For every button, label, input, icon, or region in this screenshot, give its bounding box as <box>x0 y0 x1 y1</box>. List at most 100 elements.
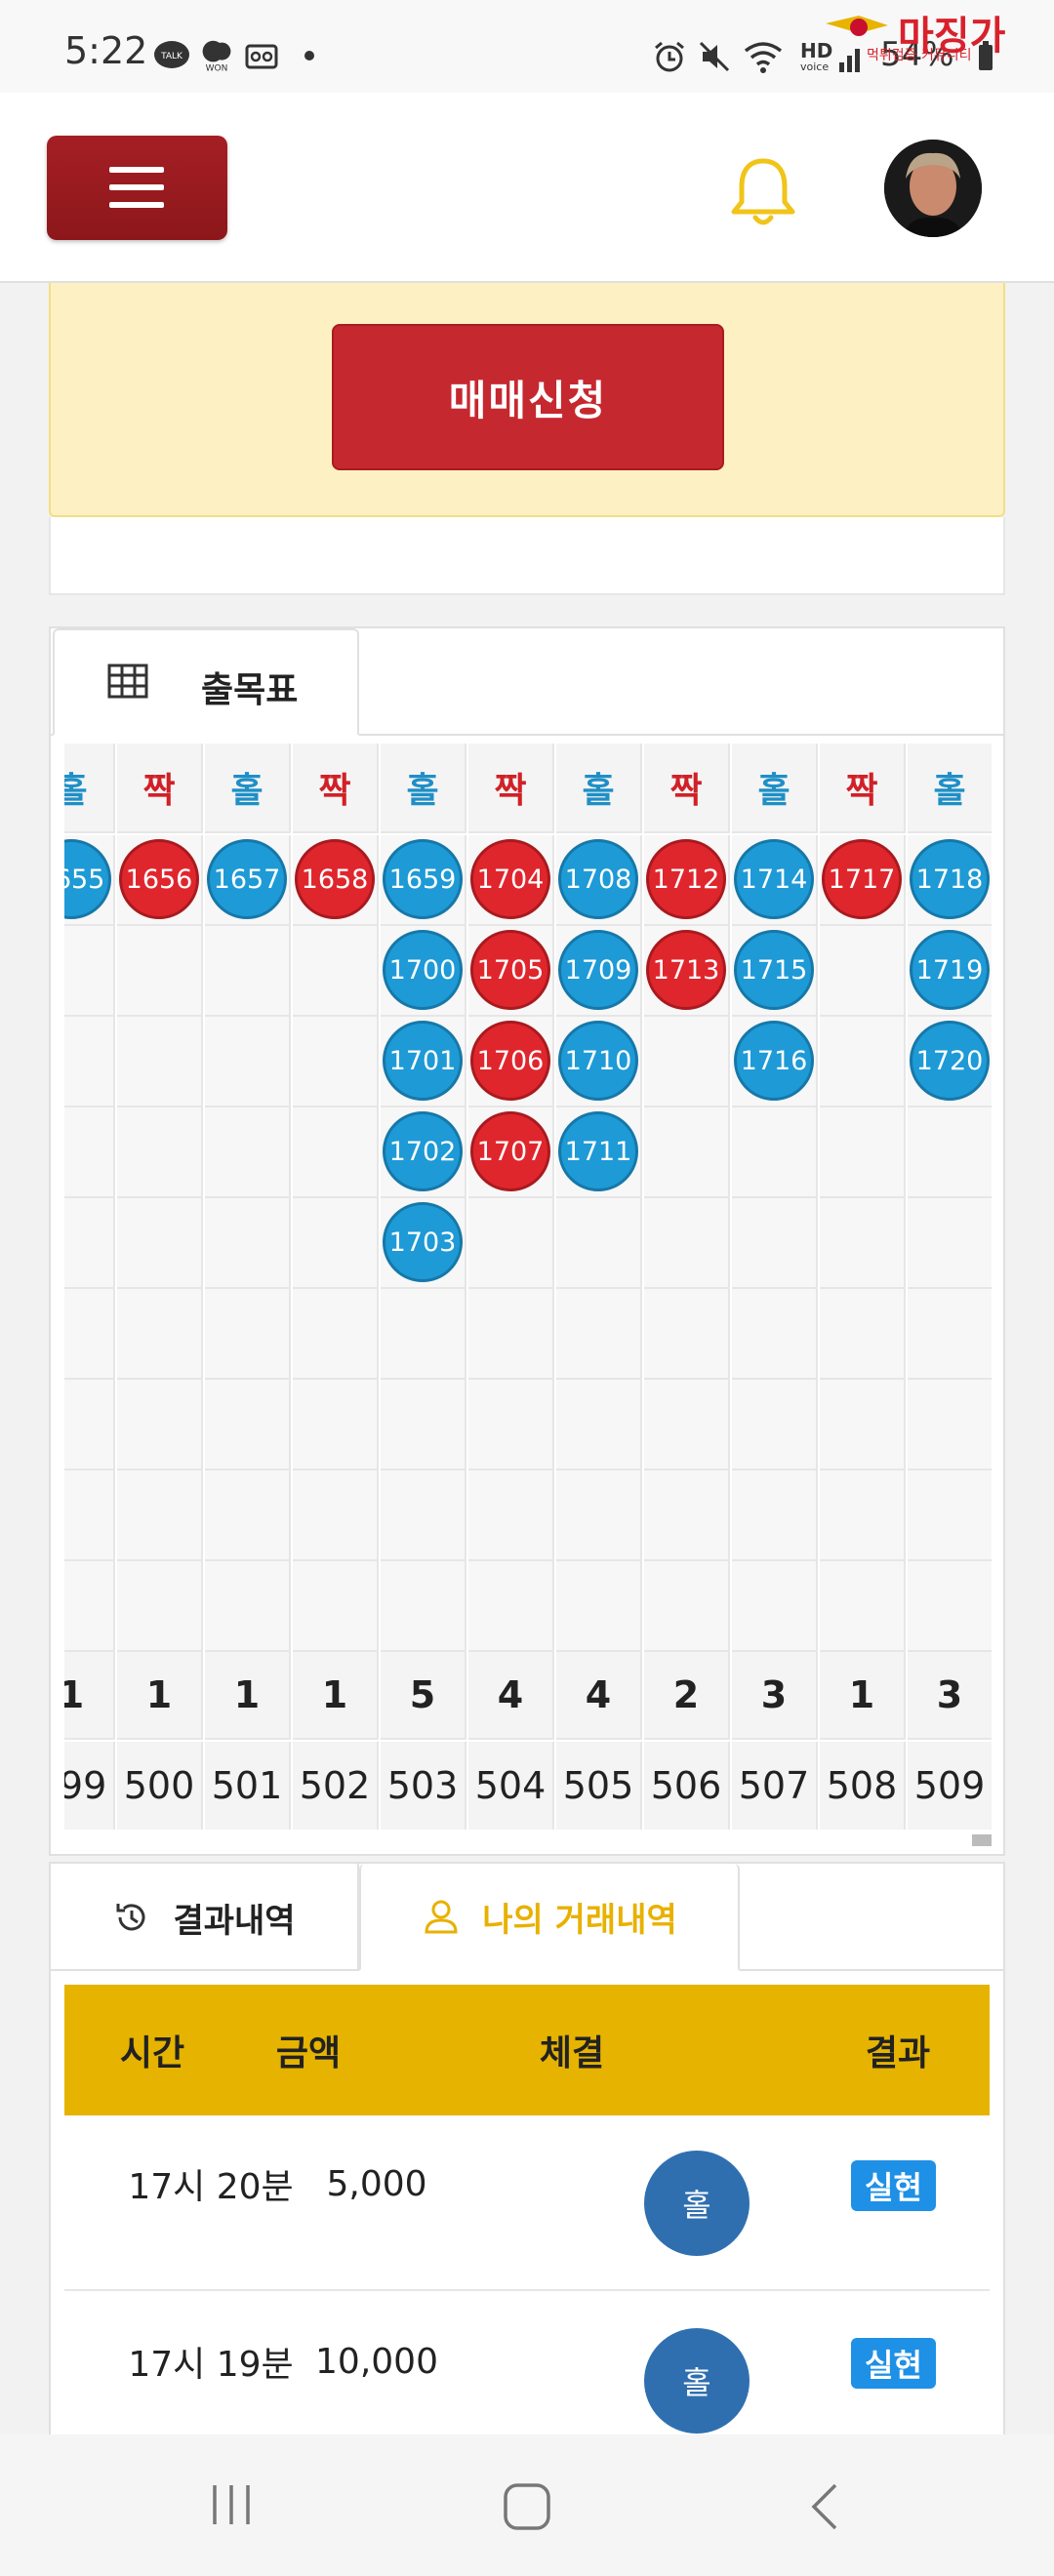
tab-my-trades[interactable]: 나의 거래내역 <box>359 1864 740 1971</box>
odd-ball: 1716 <box>734 1021 814 1101</box>
tab-my-trades-label: 나의 거래내역 <box>482 1900 677 1940</box>
board-cell <box>556 1470 642 1561</box>
board-cell <box>556 1380 642 1470</box>
board-cell <box>205 1380 291 1470</box>
column-index: 502 <box>293 1742 379 1830</box>
grid-table-icon <box>107 664 148 699</box>
column-count: 3 <box>732 1652 818 1740</box>
board-cell <box>820 1107 906 1198</box>
board-cell: 1717 <box>820 835 906 926</box>
board-cell <box>644 1470 730 1561</box>
board-cell <box>64 926 115 1017</box>
board-cell <box>64 1470 115 1561</box>
board-cell: 1719 <box>908 926 992 1017</box>
board-cell: 1716 <box>732 1017 818 1107</box>
board-cell <box>205 1198 291 1289</box>
odd-ball: 1702 <box>383 1111 463 1191</box>
row-time: 17시 19분 <box>128 2345 294 2385</box>
back-icon[interactable] <box>806 2481 841 2532</box>
board-cell: 1714 <box>732 835 818 926</box>
board-cell <box>205 1470 291 1561</box>
table-row: 17시 19분 10,000 홀 실현 <box>64 2293 990 2435</box>
column-index: 500 <box>117 1742 203 1830</box>
board-cell: 1701 <box>381 1017 466 1107</box>
board-cell <box>820 1561 906 1652</box>
odd-ball: 1714 <box>734 839 814 919</box>
scrollbar-thumb[interactable] <box>972 1834 992 1846</box>
board-cell <box>468 1380 554 1470</box>
board-cell <box>293 1470 379 1561</box>
board-cell <box>468 1198 554 1289</box>
column-count: 1 <box>205 1652 291 1740</box>
board-cell <box>64 1289 115 1380</box>
column-head-label: 짝 <box>117 744 203 833</box>
board-cell <box>820 1198 906 1289</box>
board-cell <box>117 1289 203 1380</box>
column-index: 501 <box>205 1742 291 1830</box>
column-head-label: 홀 <box>381 744 466 833</box>
status-time: 5:22 <box>64 29 148 72</box>
watermark-subtext: 먹튀검증 커뮤니티 <box>867 48 972 63</box>
svg-text:TALK: TALK <box>160 52 183 61</box>
result-grid[interactable]: 홀16551499짝16561500홀16571501짝16581502홀165… <box>64 744 992 1846</box>
tab-result-history-label: 결과내역 <box>173 1901 296 1941</box>
trade-request-button[interactable]: 매매신청 <box>332 324 724 470</box>
column-head-label: 짝 <box>468 744 554 833</box>
board-cell <box>908 1107 992 1198</box>
board-cell <box>732 1561 818 1652</box>
home-icon[interactable] <box>502 2481 552 2532</box>
header-filled: 체결 <box>539 2033 605 2073</box>
svg-text:WON: WON <box>206 63 228 73</box>
header-result: 결과 <box>865 2033 931 2073</box>
board-cell <box>644 1017 730 1107</box>
column-head-label: 홀 <box>205 744 291 833</box>
board-cell <box>732 1289 818 1380</box>
board-cell <box>908 1470 992 1561</box>
tab-result-history[interactable]: 결과내역 <box>51 1864 359 1971</box>
column-count: 1 <box>293 1652 379 1740</box>
board-cell: 1658 <box>293 835 379 926</box>
signal-icon <box>839 49 860 72</box>
board-cell: 1713 <box>644 926 730 1017</box>
board-cell <box>820 1380 906 1470</box>
odd-ball: 1655 <box>64 839 111 919</box>
board-cell <box>556 1561 642 1652</box>
user-avatar[interactable] <box>884 140 982 237</box>
pick-bubble: 홀 <box>644 2328 750 2434</box>
board-column: 짝 1704 1705 1706 1707 4 504 <box>468 744 556 1834</box>
bell-icon[interactable] <box>728 153 798 231</box>
board-column: 짝 1656 1 500 <box>117 744 205 1834</box>
board-cell <box>293 1107 379 1198</box>
board-cell: 1707 <box>468 1107 554 1198</box>
board-cell <box>205 1017 291 1107</box>
even-ball: 1717 <box>822 839 902 919</box>
board-cell: 1655 <box>64 835 115 926</box>
board-cell <box>381 1380 466 1470</box>
board-cell <box>732 1380 818 1470</box>
odd-ball: 1715 <box>734 930 814 1010</box>
board-cell: 1711 <box>556 1107 642 1198</box>
recent-apps-icon[interactable] <box>207 2483 256 2526</box>
board-cell <box>293 1561 379 1652</box>
board-cell: 1659 <box>381 835 466 926</box>
even-ball: 1713 <box>646 930 726 1010</box>
board-cell <box>381 1470 466 1561</box>
header-time: 시간 <box>119 2033 185 2073</box>
column-head-label: 짝 <box>820 744 906 833</box>
alarm-icon <box>655 41 684 72</box>
board-cell <box>732 1198 818 1289</box>
board-column: 홀 1714 1715 1716 3 507 <box>732 744 820 1834</box>
board-cell: 1704 <box>468 835 554 926</box>
even-ball: 1704 <box>470 839 550 919</box>
hamburger-menu-button[interactable] <box>47 136 227 240</box>
tab-result-board[interactable]: 출목표 <box>53 628 359 736</box>
board-cell: 1706 <box>468 1017 554 1107</box>
board-column: 홀 1718 1719 1720 3 509 <box>908 744 992 1834</box>
column-count: 1 <box>820 1652 906 1740</box>
board-cell <box>205 926 291 1017</box>
even-ball: 1658 <box>295 839 375 919</box>
board-cell <box>908 1289 992 1380</box>
board-cell <box>820 1017 906 1107</box>
row-amount: 5,000 <box>326 2163 427 2204</box>
board-cell <box>820 1470 906 1561</box>
